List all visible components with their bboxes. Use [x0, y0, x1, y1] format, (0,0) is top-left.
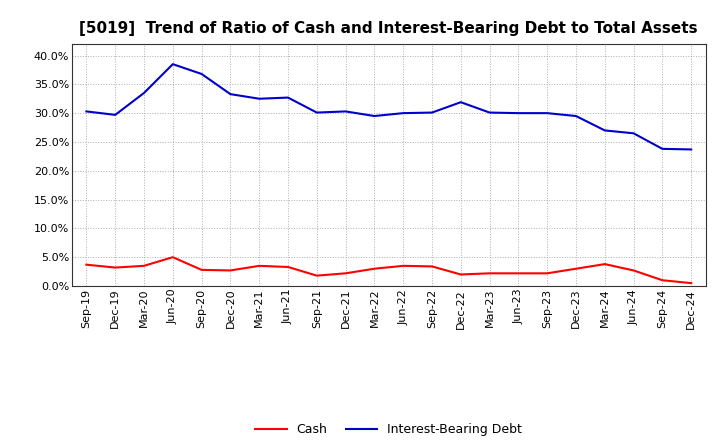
- Cash: [572, 266, 580, 271]
- Cash: [140, 263, 148, 268]
- Cash: [370, 266, 379, 271]
- Interest-Bearing Debt: [341, 109, 350, 114]
- Interest-Bearing Debt: [168, 62, 177, 67]
- Interest-Bearing Debt: [370, 114, 379, 119]
- Cash: [428, 264, 436, 269]
- Interest-Bearing Debt: [456, 99, 465, 105]
- Interest-Bearing Debt: [111, 112, 120, 117]
- Cash: [197, 267, 206, 272]
- Cash: [456, 272, 465, 277]
- Interest-Bearing Debt: [514, 110, 523, 116]
- Cash: [341, 271, 350, 276]
- Cash: [658, 278, 667, 283]
- Interest-Bearing Debt: [82, 109, 91, 114]
- Cash: [255, 263, 264, 268]
- Cash: [687, 280, 696, 286]
- Line: Cash: Cash: [86, 257, 691, 283]
- Cash: [312, 273, 321, 278]
- Interest-Bearing Debt: [255, 96, 264, 101]
- Interest-Bearing Debt: [687, 147, 696, 152]
- Interest-Bearing Debt: [399, 110, 408, 116]
- Cash: [226, 268, 235, 273]
- Interest-Bearing Debt: [485, 110, 494, 115]
- Interest-Bearing Debt: [197, 71, 206, 77]
- Cash: [399, 263, 408, 268]
- Cash: [514, 271, 523, 276]
- Interest-Bearing Debt: [658, 146, 667, 151]
- Title: [5019]  Trend of Ratio of Cash and Interest-Bearing Debt to Total Assets: [5019] Trend of Ratio of Cash and Intere…: [79, 21, 698, 36]
- Cash: [543, 271, 552, 276]
- Interest-Bearing Debt: [226, 92, 235, 97]
- Cash: [82, 262, 91, 268]
- Legend: Cash, Interest-Bearing Debt: Cash, Interest-Bearing Debt: [251, 418, 527, 440]
- Interest-Bearing Debt: [284, 95, 292, 100]
- Interest-Bearing Debt: [312, 110, 321, 115]
- Interest-Bearing Debt: [543, 110, 552, 116]
- Cash: [111, 265, 120, 270]
- Line: Interest-Bearing Debt: Interest-Bearing Debt: [86, 64, 691, 150]
- Interest-Bearing Debt: [572, 114, 580, 119]
- Cash: [629, 268, 638, 273]
- Cash: [168, 255, 177, 260]
- Interest-Bearing Debt: [428, 110, 436, 115]
- Interest-Bearing Debt: [140, 90, 148, 95]
- Interest-Bearing Debt: [629, 131, 638, 136]
- Cash: [600, 261, 609, 267]
- Cash: [485, 271, 494, 276]
- Interest-Bearing Debt: [600, 128, 609, 133]
- Cash: [284, 264, 292, 270]
